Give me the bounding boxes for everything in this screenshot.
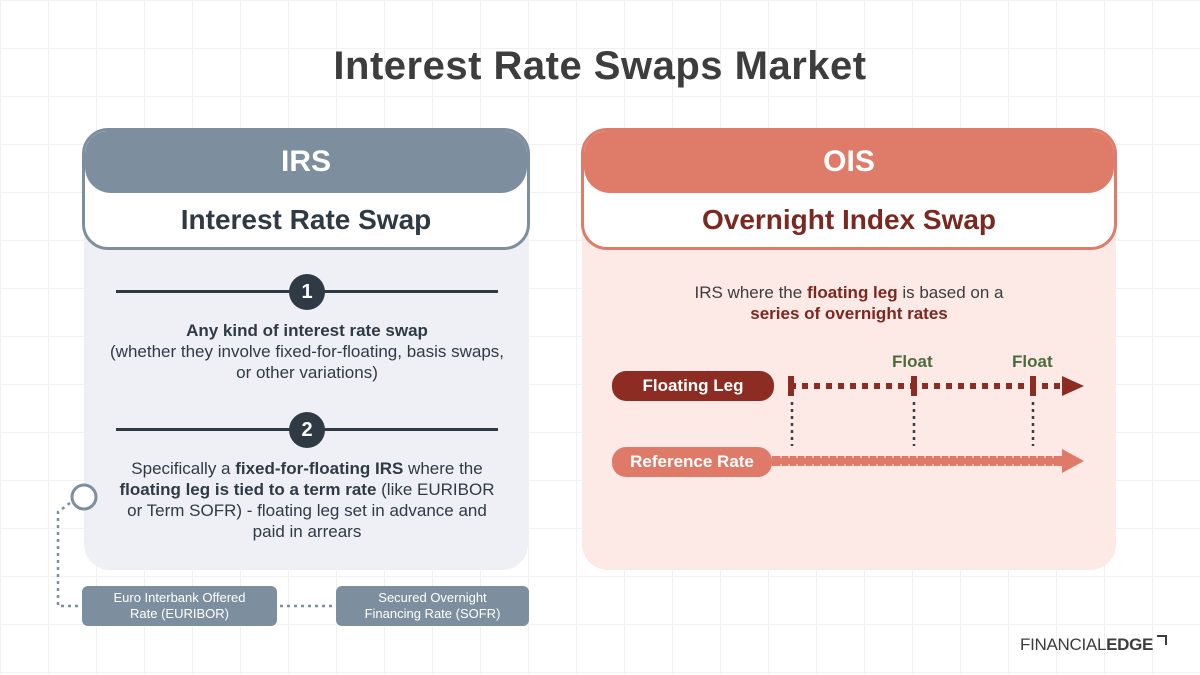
irs-point-2-bold2: floating leg is tied to a term rate xyxy=(119,480,377,499)
reference-rate-pill: Reference Rate xyxy=(612,447,772,477)
irs-point-1-text: (whether they involve fixed-for-floating… xyxy=(110,342,505,382)
ois-desc-mid: is based on a xyxy=(897,283,1004,302)
point-2-badge: 2 xyxy=(289,412,325,448)
logo-corner-icon xyxy=(1157,635,1168,645)
ois-description: IRS where the floating leg is based on a… xyxy=(600,282,1098,324)
irs-point-2: Specifically a fixed-for-floating IRS wh… xyxy=(110,458,504,542)
logo-part1: FINANCIAL xyxy=(1020,635,1107,654)
irs-point-2-pre: Specifically a xyxy=(131,459,236,478)
ring-icon xyxy=(70,483,98,511)
floating-leg-tick-1 xyxy=(788,376,794,396)
irs-name: Interest Rate Swap xyxy=(180,204,432,235)
sofr-line1: Secured Overnight xyxy=(378,590,487,605)
reference-rate-arrowhead xyxy=(1062,449,1084,473)
irs-point-2-mid: where the xyxy=(403,459,483,478)
irs-abbr: IRS xyxy=(85,131,527,193)
float-label-1: Float xyxy=(892,352,933,371)
euribor-box: Euro Interbank Offered Rate (EURIBOR) xyxy=(82,586,277,626)
floating-leg-arrowhead xyxy=(1062,376,1084,396)
bracket-line xyxy=(56,502,82,608)
point-1-badge: 1 xyxy=(289,274,325,310)
logo-part2: EDGE xyxy=(1106,635,1154,654)
irs-header: IRS Interest Rate Swap xyxy=(82,128,530,250)
ois-abbr: OIS xyxy=(584,131,1114,193)
irs-point-2-post: (like EURIBOR or Term SOFR) - floating l… xyxy=(127,480,495,541)
floating-leg-tick-2 xyxy=(911,376,917,396)
sofr-line2: Financing Rate (SOFR) xyxy=(364,606,501,621)
euribor-line2: Rate (EURIBOR) xyxy=(130,606,229,621)
ois-desc-pre: IRS where the xyxy=(694,283,807,302)
page-title: Interest Rate Swaps Market xyxy=(333,44,867,88)
euribor-line1: Euro Interbank Offered xyxy=(113,590,246,605)
float-label-2: Float xyxy=(1012,352,1053,371)
floating-leg-tick-3 xyxy=(1030,376,1036,396)
ois-desc-bold2: series of overnight rates xyxy=(750,304,948,323)
financial-edge-logo: FINANCIALEDGE xyxy=(1020,635,1168,655)
ois-desc-bold1: floating leg xyxy=(806,283,898,302)
ois-name: Overnight Index Swap xyxy=(701,204,997,235)
irs-point-2-bold1: fixed-for-floating IRS xyxy=(235,459,404,478)
irs-point-1: Any kind of interest rate swap (whether … xyxy=(110,320,504,383)
irs-point-1-bold: Any kind of interest rate swap xyxy=(186,321,428,340)
ois-header: OIS Overnight Index Swap xyxy=(581,128,1117,250)
sofr-box: Secured Overnight Financing Rate (SOFR) xyxy=(336,586,529,626)
floating-leg-pill: Floating Leg xyxy=(612,371,774,401)
